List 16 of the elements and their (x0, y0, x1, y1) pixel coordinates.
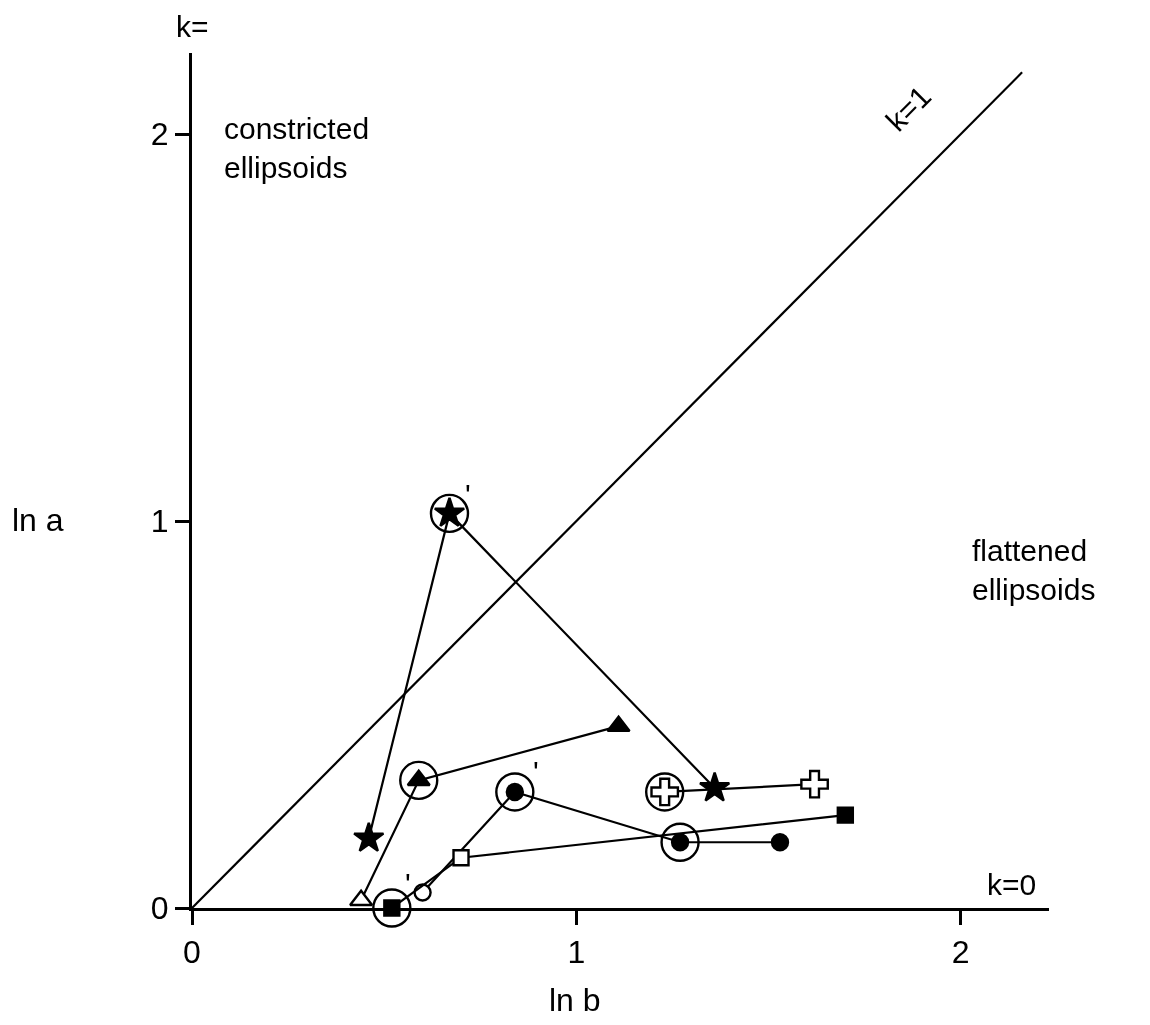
text: k=1 (879, 79, 938, 138)
x-axis-title: ln b (549, 982, 601, 1018)
y-axis-title: ln a (12, 502, 64, 538)
y-tick-label: 2 (150, 116, 169, 153)
text: k= (176, 10, 209, 43)
annotation: ' (465, 478, 471, 511)
annotation: flattened ellipsoids (972, 534, 1096, 606)
y-tick-label: 0 (150, 890, 169, 927)
x-tick-label: 2 (951, 934, 970, 971)
annotation: ' (405, 867, 411, 900)
x-tick-label: 0 (183, 934, 201, 971)
x-tick-label: 1 (567, 934, 586, 971)
annotation: constricted ellipsoids (224, 112, 370, 184)
annotation: k=0 (987, 868, 1037, 901)
y-tick-label: 1 (150, 503, 169, 540)
annotation: ' (533, 755, 539, 788)
